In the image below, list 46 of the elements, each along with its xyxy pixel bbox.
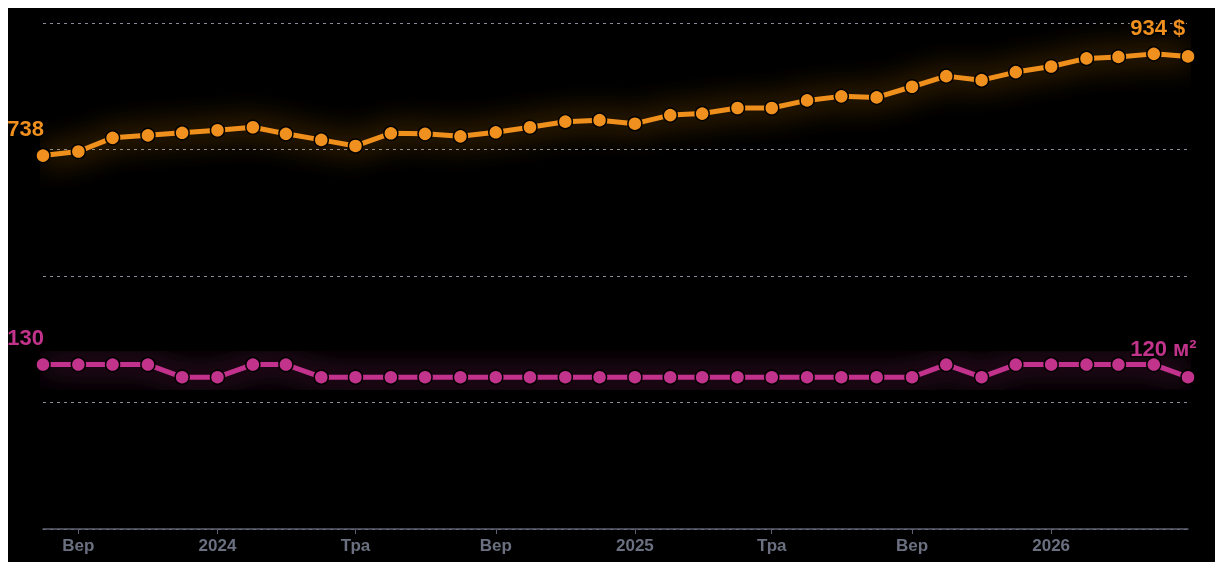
data-label: 120 м² <box>1130 335 1197 361</box>
point <box>591 112 608 128</box>
data-label: 130 <box>7 325 44 351</box>
point <box>1146 46 1162 62</box>
point <box>1043 58 1059 75</box>
point <box>278 126 294 142</box>
point <box>662 107 678 123</box>
point <box>973 72 990 88</box>
x-tick-label: Вер <box>895 536 929 555</box>
point <box>313 132 330 148</box>
x-tick-label: 2025 <box>615 536 654 555</box>
point <box>347 138 364 154</box>
point <box>452 128 469 145</box>
point <box>868 89 885 106</box>
point <box>1008 64 1024 80</box>
point <box>174 125 190 141</box>
point <box>729 100 746 116</box>
point <box>383 125 399 142</box>
point <box>1078 50 1095 67</box>
point <box>245 119 261 135</box>
point <box>938 68 954 84</box>
point <box>209 122 226 139</box>
point <box>104 130 121 146</box>
point <box>799 92 815 109</box>
point <box>70 143 87 160</box>
x-tick-label: Тра <box>756 536 788 555</box>
x-tick-label: Вер <box>62 536 95 555</box>
point <box>833 88 850 105</box>
point <box>488 124 504 141</box>
point <box>764 100 780 116</box>
point <box>904 79 920 95</box>
point <box>627 115 643 132</box>
x-tick-label: 2024 <box>198 536 237 555</box>
point <box>522 119 538 135</box>
point <box>1180 48 1196 65</box>
point <box>1110 49 1127 65</box>
point <box>140 127 156 144</box>
x-tick-label: Вер <box>479 536 512 555</box>
point <box>557 113 574 130</box>
point <box>35 147 51 164</box>
x-tick-label: Тра <box>340 536 371 555</box>
point <box>417 126 433 142</box>
x-tick-label: 2026 <box>1032 536 1071 555</box>
point <box>694 105 710 122</box>
data-label: 934 $ <box>1130 15 1186 41</box>
data-label: 738 <box>7 116 44 142</box>
